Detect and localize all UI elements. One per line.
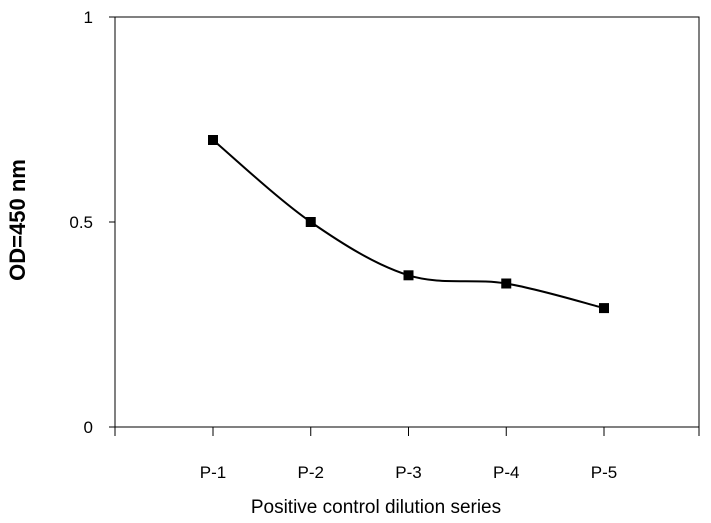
x-tick-label: P-4 (493, 463, 519, 482)
y-axis: 00.51 (69, 8, 115, 437)
plot-frame (114, 16, 700, 428)
x-axis: P-1 P-2 P-3 P-4 P-5 (114, 427, 700, 482)
data-point-marker (208, 135, 218, 145)
data-point-marker (403, 270, 414, 281)
x-tick-label: P-3 (395, 463, 421, 482)
data-point-marker (599, 303, 609, 314)
y-tick-label: 0.5 (69, 213, 93, 232)
y-tick-label: 0 (84, 418, 93, 437)
x-axis-title: Positive control dilution series (251, 497, 501, 518)
x-tick-label: P-5 (591, 463, 617, 482)
data-point-marker (305, 217, 316, 227)
x-tick-label: P-1 (200, 463, 226, 482)
y-tick-label: 1 (84, 8, 93, 27)
x-tick-label: P-2 (298, 463, 324, 482)
series-markers (208, 135, 609, 314)
data-point-marker (501, 278, 512, 289)
y-axis-title: OD=450 nm (5, 159, 30, 281)
series-line (212, 139, 605, 310)
